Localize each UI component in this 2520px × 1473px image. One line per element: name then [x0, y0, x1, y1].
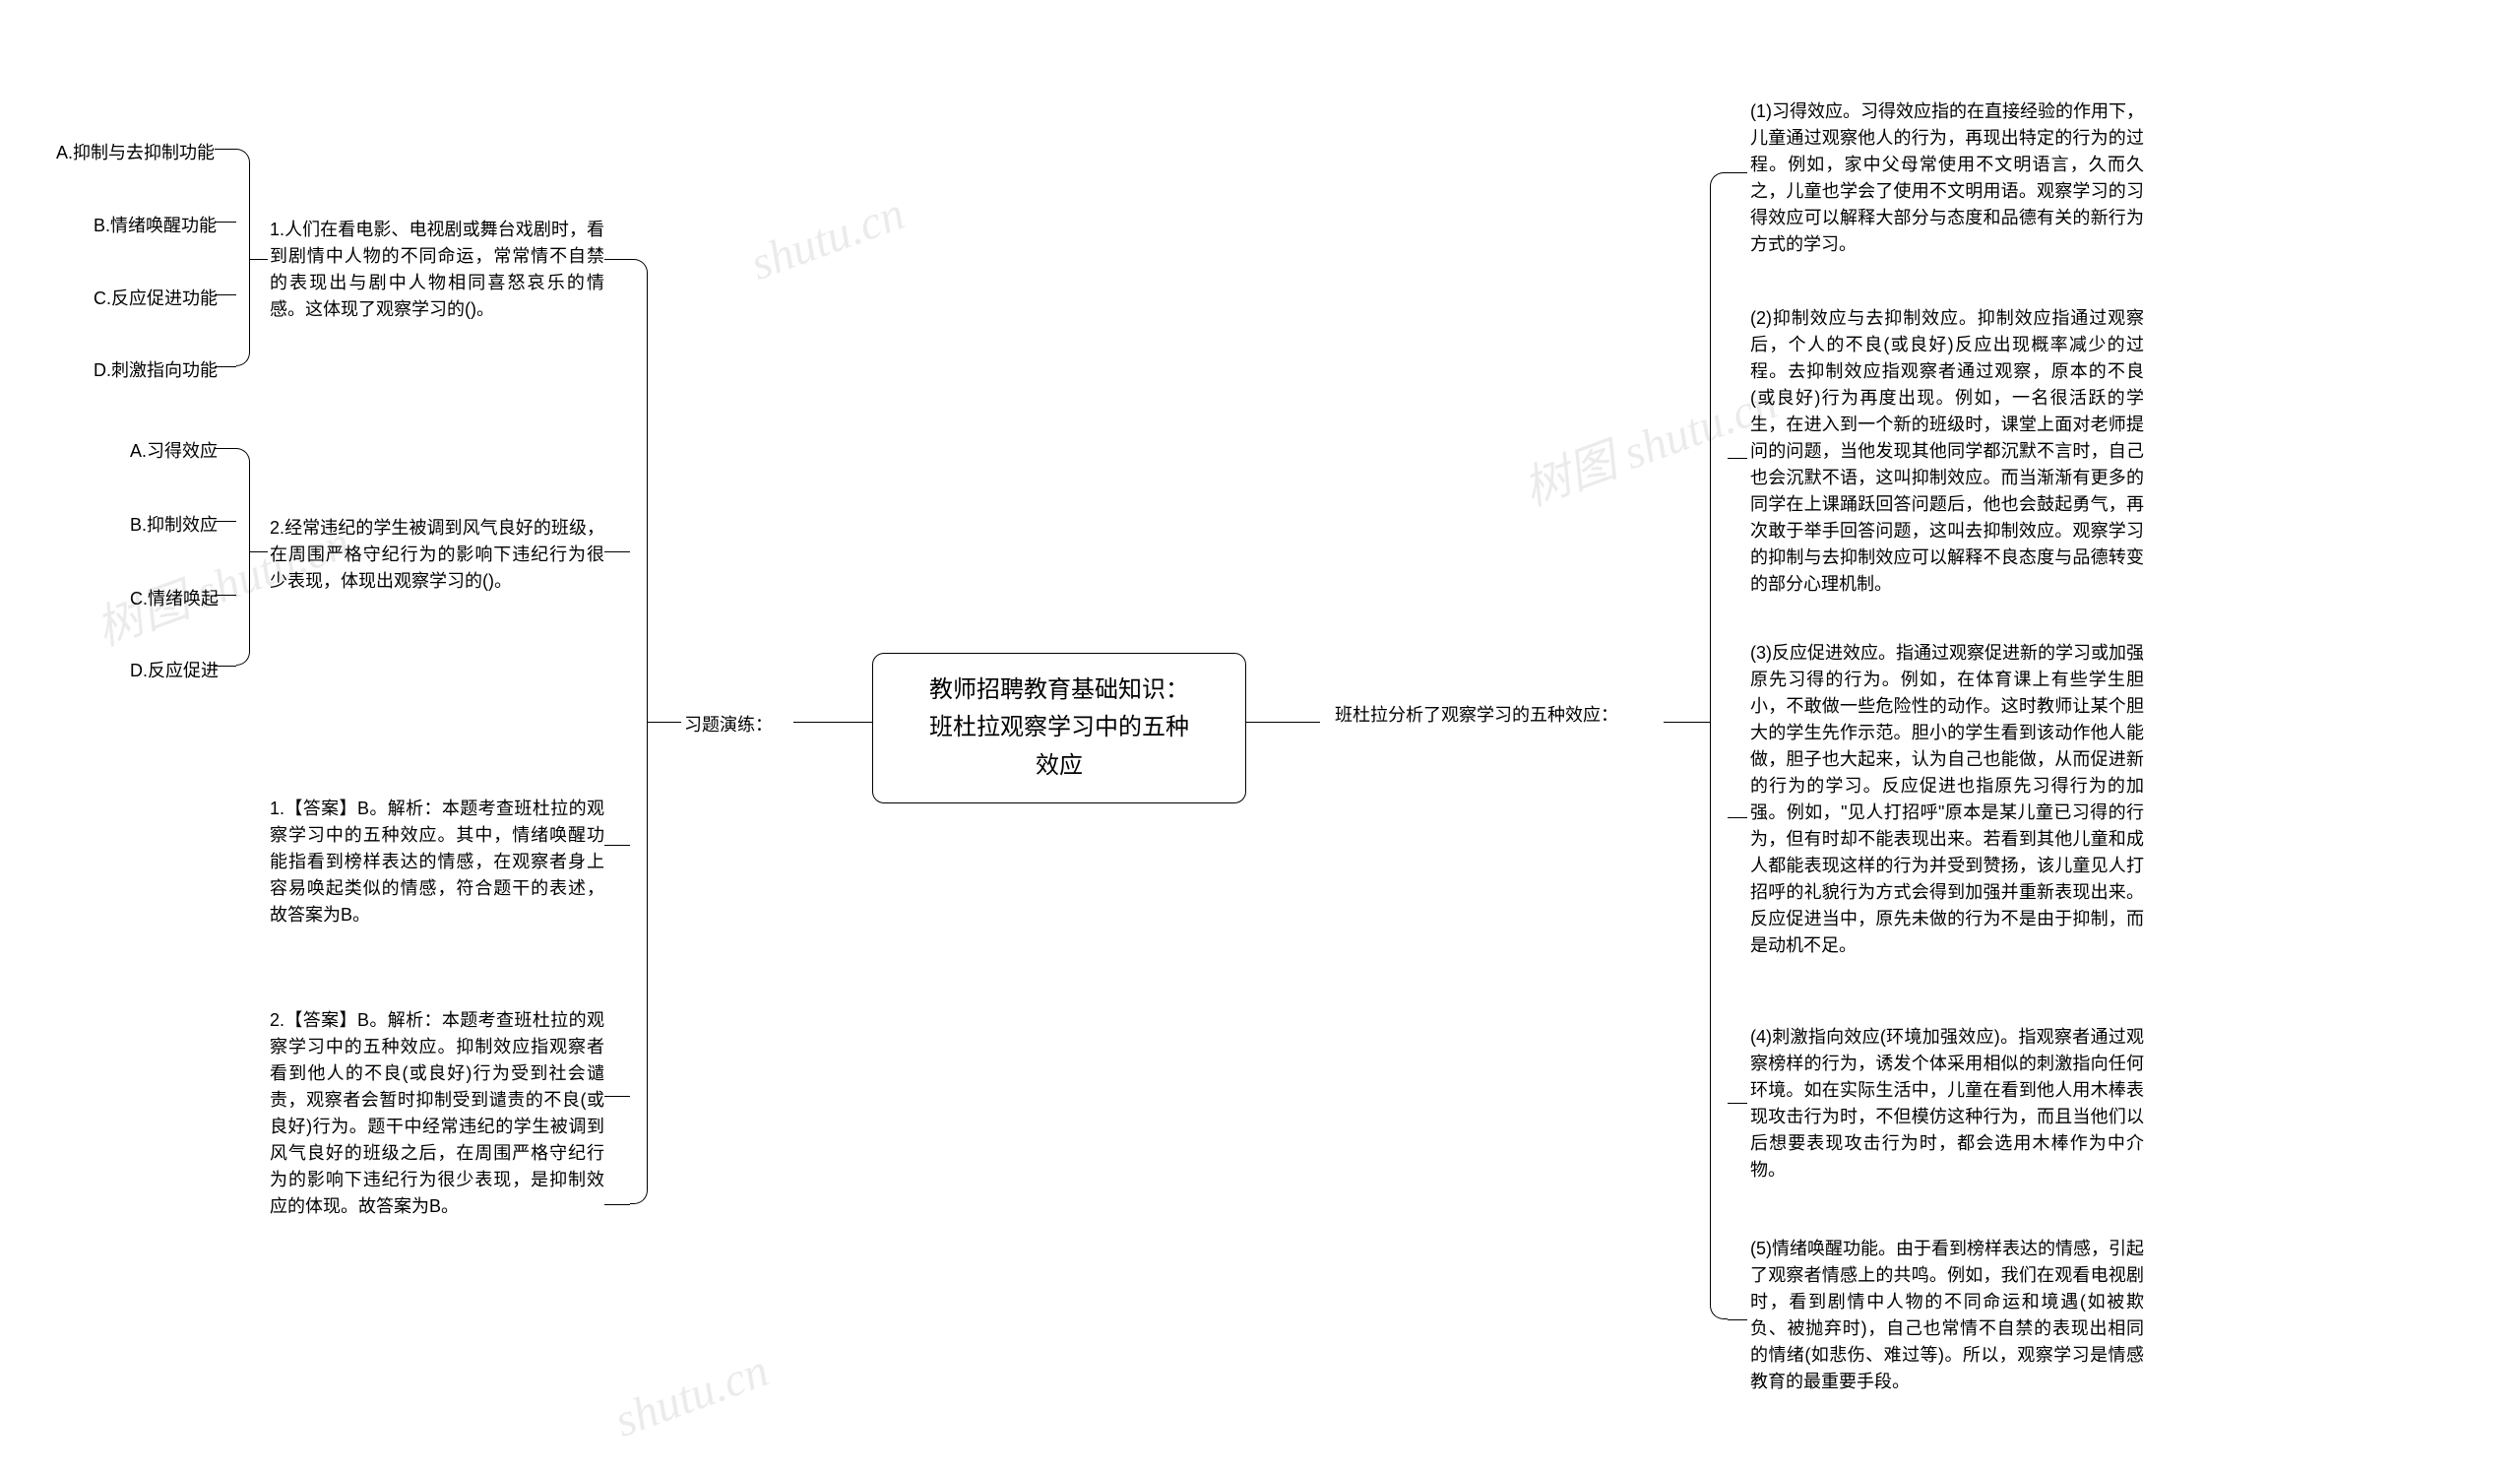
bracket	[236, 448, 250, 666]
connector	[793, 722, 872, 723]
q2-text: 2.经常违纪的学生被调到风气良好的班级，在周围严格守纪行为的影响下违纪行为很少表…	[270, 515, 604, 595]
connector	[604, 1204, 630, 1205]
q2-opt-c: C.情绪唤起	[130, 586, 219, 612]
connector	[1728, 1319, 1747, 1320]
connector	[215, 294, 236, 295]
q2-opt-d: D.反应促进	[130, 658, 219, 684]
connector	[1728, 1103, 1747, 1104]
q1-opt-b: B.情绪唤醒功能	[94, 213, 217, 239]
connector	[215, 149, 236, 150]
right-item-1: (1)习得效应。习得效应指的在直接经验的作用下，儿童通过观察他人的行为，再现出特…	[1750, 98, 2144, 258]
q2-opt-a: A.习得效应	[130, 438, 218, 465]
right-item-4: (4)刺激指向效应(环境加强效应)。指观察者通过观察榜样的行为，诱发个体采用相似…	[1750, 1024, 2144, 1184]
q1-opt-c: C.反应促进功能	[94, 286, 218, 312]
q2-opt-b: B.抑制效应	[130, 512, 218, 539]
watermark: shutu.cn	[743, 186, 911, 291]
connector	[215, 595, 236, 596]
right-branch-label: 班杜拉分析了观察学习的五种效应：	[1335, 702, 1660, 729]
connector	[215, 666, 236, 667]
right-branch-text: 班杜拉分析了观察学习的五种效应：	[1335, 705, 1618, 725]
q1-opt-d: D.刺激指向功能	[94, 357, 218, 384]
connector	[604, 551, 630, 552]
bracket	[630, 259, 648, 1204]
connector	[648, 722, 681, 723]
connector	[250, 551, 268, 552]
right-item-2: (2)抑制效应与去抑制效应。抑制效应指通过观察后，个人的不良(或良好)反应出现概…	[1750, 305, 2144, 598]
center-line3: 效应	[1036, 752, 1083, 779]
connector	[1728, 458, 1747, 459]
connector	[215, 521, 236, 522]
bracket	[236, 149, 250, 366]
q1-text: 1.人们在看电影、电视剧或舞台戏剧时，看到剧情中人物的不同命运，常常情不自禁的表…	[270, 217, 604, 323]
connector	[215, 366, 236, 367]
bracket	[1710, 172, 1728, 1319]
ans1: 1.【答案】B。解析：本题考查班杜拉的观察学习中的五种效应。其中，情绪唤醒功能指…	[270, 796, 604, 929]
center-line1: 教师招聘教育基础知识：	[929, 676, 1189, 703]
connector	[604, 1096, 630, 1097]
connector	[1664, 722, 1710, 723]
connector	[604, 845, 630, 846]
connector	[1728, 172, 1747, 173]
watermark: shutu.cn	[607, 1343, 775, 1448]
connector	[250, 259, 268, 260]
ans2: 2.【答案】B。解析：本题考查班杜拉的观察学习中的五种效应。抑制效应指观察者看到…	[270, 1007, 604, 1220]
connector	[215, 448, 236, 449]
center-line2: 班杜拉观察学习中的五种	[929, 714, 1189, 740]
q1-opt-a: A.抑制与去抑制功能	[56, 140, 215, 166]
center-node: 教师招聘教育基础知识： 班杜拉观察学习中的五种 效应	[872, 653, 1246, 803]
connector	[1728, 817, 1747, 818]
right-item-3: (3)反应促进效应。指通过观察促进新的学习或加强原先习得的行为。例如，在体育课上…	[1750, 640, 2144, 959]
left-branch-label: 习题演练：	[684, 712, 773, 738]
connector	[1246, 722, 1320, 723]
connector	[604, 259, 630, 260]
right-item-5: (5)情绪唤醒功能。由于看到榜样表达的情感，引起了观察者情感上的共鸣。例如，我们…	[1750, 1236, 2144, 1395]
connector	[215, 222, 236, 223]
watermark: 树图 shutu.cn	[1512, 363, 1785, 519]
